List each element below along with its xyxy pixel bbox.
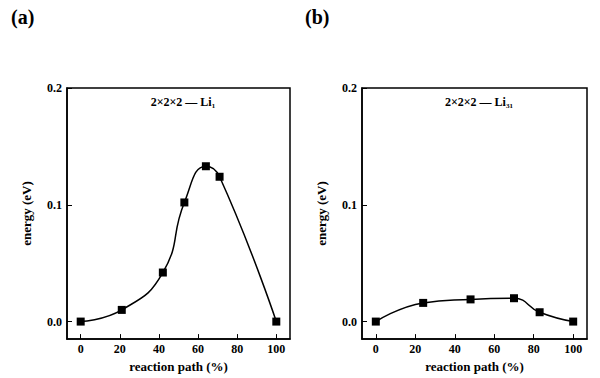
svg-text:20: 20	[409, 342, 421, 356]
svg-text:2×2×2 — Li₁: 2×2×2 — Li₁	[151, 95, 216, 109]
svg-text:60: 60	[488, 342, 500, 356]
svg-text:20: 20	[114, 342, 126, 356]
svg-text:0.1: 0.1	[47, 198, 62, 212]
svg-text:(b): (b)	[305, 6, 329, 29]
svg-text:0: 0	[373, 342, 379, 356]
svg-text:0.1: 0.1	[342, 198, 357, 212]
svg-text:60: 60	[192, 342, 204, 356]
svg-text:0.2: 0.2	[342, 81, 357, 95]
svg-text:reaction path (%): reaction path (%)	[129, 359, 228, 374]
svg-text:100: 100	[564, 342, 582, 356]
svg-text:0.0: 0.0	[47, 315, 62, 329]
svg-text:(a): (a)	[11, 6, 34, 29]
svg-text:100: 100	[267, 342, 285, 356]
svg-text:2×2×2 — Li₃₁: 2×2×2 — Li₃₁	[445, 95, 514, 109]
svg-text:0.2: 0.2	[47, 81, 62, 95]
svg-text:80: 80	[231, 342, 243, 356]
svg-text:energy (eV): energy (eV)	[314, 181, 329, 246]
svg-text:energy (eV): energy (eV)	[19, 181, 34, 246]
svg-text:0: 0	[78, 342, 84, 356]
svg-text:0.0: 0.0	[342, 315, 357, 329]
svg-text:40: 40	[153, 342, 165, 356]
svg-text:40: 40	[449, 342, 461, 356]
svg-text:80: 80	[528, 342, 540, 356]
svg-text:reaction path (%): reaction path (%)	[425, 359, 524, 374]
